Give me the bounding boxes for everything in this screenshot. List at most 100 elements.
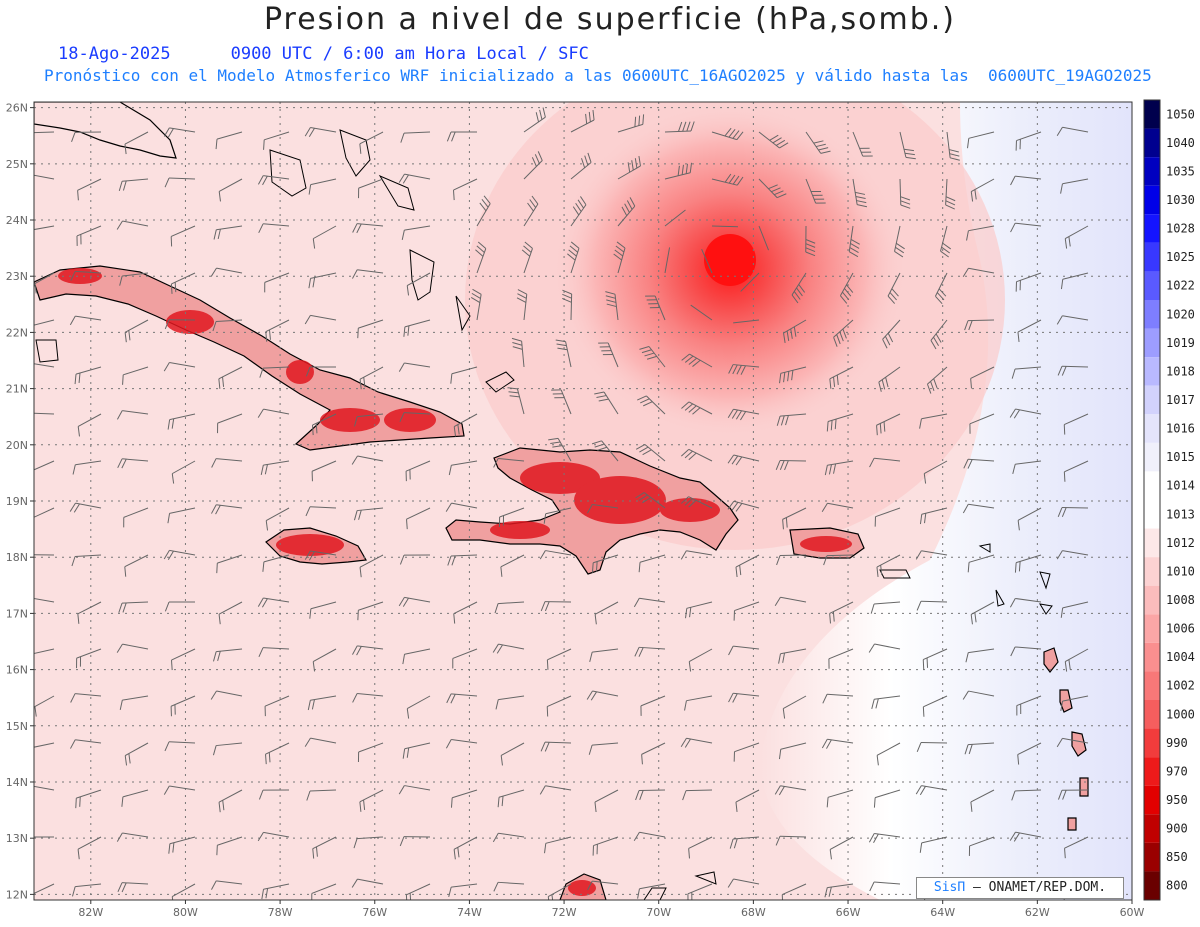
wind-barb <box>778 648 807 664</box>
wind-barb <box>453 836 478 860</box>
wind-barb <box>170 225 196 247</box>
wind-barb <box>876 413 901 436</box>
wind-barb <box>494 601 525 614</box>
wind-barb <box>638 554 666 573</box>
wind-barb <box>822 693 854 704</box>
wind-barb <box>357 319 384 339</box>
wind-barb <box>218 178 243 202</box>
credit-text: – ONAMET/REP.DOM. <box>965 880 1107 895</box>
wind-barb <box>118 601 149 613</box>
longitude-label: 64W <box>930 906 955 919</box>
wind-barb <box>687 883 713 900</box>
wind-barb <box>212 319 243 332</box>
wind-barb <box>823 554 854 566</box>
wind-barb <box>495 695 525 710</box>
wind-barb <box>401 225 431 240</box>
wind-barb <box>1056 315 1089 325</box>
wind-barb <box>605 291 619 321</box>
wind-barb <box>965 648 995 663</box>
wind-barb <box>539 785 572 795</box>
wind-barb <box>567 241 580 274</box>
wind-barb <box>257 175 290 186</box>
wind-barb <box>873 789 901 808</box>
wind-barb <box>874 507 901 527</box>
wind-barb <box>116 410 149 420</box>
latitude-label: 20N <box>6 439 28 452</box>
wind-barb <box>171 460 196 484</box>
wind-barb <box>304 550 337 561</box>
wind-barb <box>586 504 619 514</box>
wind-barbs <box>34 107 1089 900</box>
wind-barb <box>824 460 854 476</box>
colorbar-swatch <box>1144 671 1160 700</box>
colorbar-swatch <box>1144 185 1160 215</box>
wind-barb <box>682 789 713 801</box>
longitude-label: 60W <box>1120 906 1145 919</box>
wind-barb <box>211 458 243 468</box>
colorbar-label: 970 <box>1166 764 1188 778</box>
wind-barb <box>848 225 860 258</box>
wind-barb <box>934 272 948 305</box>
wind-barb <box>167 413 196 430</box>
wind-barb <box>967 554 995 573</box>
wind-barb <box>70 739 102 749</box>
longitude-labels: 82W 80W 78W 76W 74W 72W 70W 68W 66W 64W 62W 60W <box>78 900 1145 919</box>
wind-barb <box>493 457 525 468</box>
wind-barb <box>450 789 478 808</box>
wind-barb <box>352 269 384 279</box>
credit-brand: SisΠ <box>933 880 966 895</box>
wind-barb <box>966 225 995 241</box>
latitude-label: 17N <box>6 607 28 620</box>
wind-barb <box>71 554 102 567</box>
wind-barb <box>688 836 713 859</box>
colorbar-label: 1050 <box>1166 107 1195 121</box>
wind-barb <box>119 272 149 286</box>
colorbar-swatch <box>1144 414 1160 443</box>
wind-barb <box>359 366 384 390</box>
forecast-description: Pronóstico con el Modelo Atmosferico WRF… <box>44 66 1152 85</box>
latitude-label: 15N <box>6 720 28 733</box>
wind-barb <box>210 690 243 700</box>
wind-barb <box>899 131 916 160</box>
wind-barb <box>163 785 196 795</box>
wind-barb <box>791 272 807 304</box>
wind-barb <box>821 738 854 749</box>
wind-barb <box>311 460 337 482</box>
wind-barb <box>680 496 713 509</box>
wind-barb <box>727 454 760 466</box>
wind-barb <box>405 460 431 482</box>
wind-barb <box>124 554 149 577</box>
wind-barb <box>970 178 995 202</box>
wind-barb <box>1011 789 1042 801</box>
wind-barb <box>613 241 626 274</box>
wind-barb <box>403 319 431 337</box>
wind-barb <box>774 785 807 796</box>
wind-barb <box>758 131 789 149</box>
latitude-label: 25N <box>6 158 28 171</box>
forecast-time: 0900 UTC / 6:00 am Hora Local / SFC <box>230 44 589 64</box>
wind-barb <box>1064 648 1089 672</box>
wind-barb <box>1017 507 1042 531</box>
colorbar-swatch <box>1144 385 1160 415</box>
wind-barb <box>588 742 619 755</box>
colorbar-swatch <box>1144 700 1160 729</box>
wind-barb <box>354 413 384 427</box>
latitude-label: 24N <box>6 214 28 227</box>
wind-barb <box>640 695 666 716</box>
wind-barb <box>1009 597 1042 608</box>
wind-barb <box>264 272 290 293</box>
wind-barb <box>34 648 55 654</box>
wind-barb <box>727 878 760 888</box>
wind-barb <box>555 339 572 368</box>
wind-barb <box>399 836 431 847</box>
wind-barb <box>116 832 149 842</box>
wind-barb <box>76 225 102 246</box>
colorbar-label: 1002 <box>1166 679 1195 693</box>
wind-barb <box>1056 550 1089 560</box>
latitude-label: 12N <box>6 888 28 901</box>
wind-barb <box>970 601 995 625</box>
wind-barb <box>701 248 713 274</box>
wind-barb <box>34 785 55 791</box>
wind-barb <box>1060 601 1089 618</box>
wind-barb <box>1010 222 1042 233</box>
